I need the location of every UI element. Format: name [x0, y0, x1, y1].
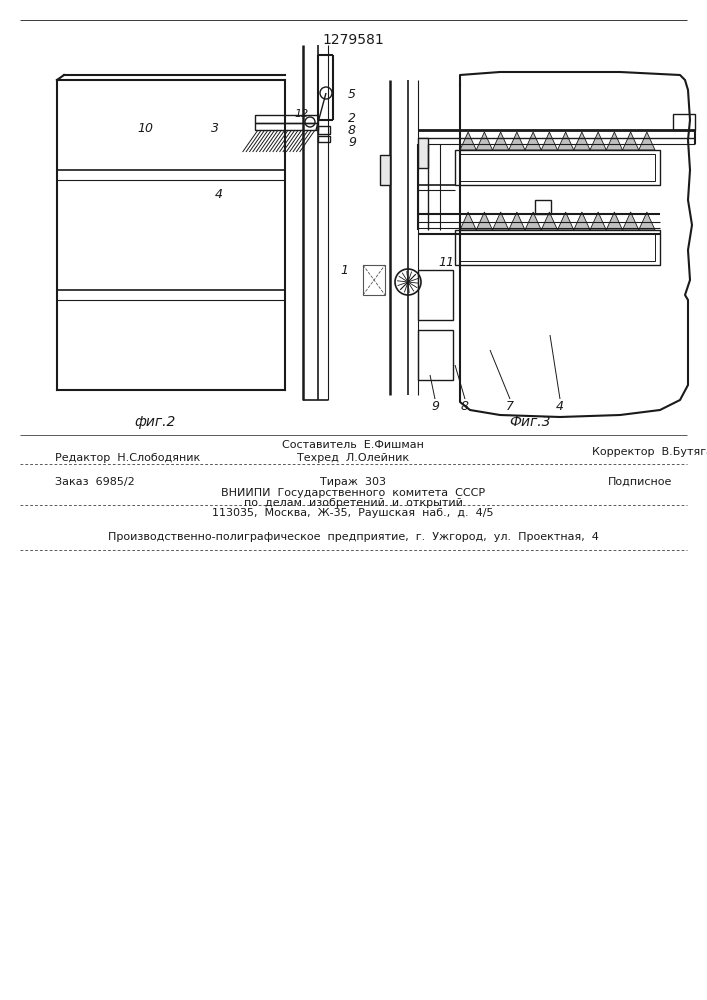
Polygon shape: [525, 212, 542, 230]
Bar: [255, 123, 318, 130]
Bar: [318, 126, 330, 134]
Text: 113035,  Москва,  Ж-35,  Раушская  наб.,  д.  4/5: 113035, Москва, Ж-35, Раушская наб., д. …: [212, 508, 493, 518]
Bar: [673, 114, 695, 130]
Polygon shape: [638, 212, 655, 230]
Text: Заказ  6985/2: Заказ 6985/2: [55, 477, 135, 487]
Polygon shape: [509, 212, 525, 230]
Polygon shape: [606, 212, 622, 230]
Polygon shape: [558, 212, 574, 230]
Polygon shape: [460, 132, 477, 150]
Text: 1: 1: [340, 263, 348, 276]
Text: Корректор  В.Бутяга: Корректор В.Бутяга: [592, 447, 707, 457]
Text: Техред  Л.Олейник: Техред Л.Олейник: [297, 453, 409, 463]
Text: 7: 7: [506, 400, 514, 414]
Polygon shape: [477, 212, 493, 230]
Bar: [535, 200, 551, 214]
Polygon shape: [460, 212, 477, 230]
Text: Составитель  Е.Фишман: Составитель Е.Фишман: [282, 440, 424, 450]
Polygon shape: [606, 132, 622, 150]
Bar: [460, 234, 655, 261]
Text: Производственно-полиграфическое  предприятие,  г.  Ужгород,  ул.  Проектная,  4: Производственно-полиграфическое предприя…: [107, 532, 598, 542]
Text: фиг.2: фиг.2: [134, 415, 175, 429]
Bar: [418, 138, 428, 168]
Text: Фиг.3: Фиг.3: [509, 415, 551, 429]
Circle shape: [305, 117, 315, 127]
Polygon shape: [542, 212, 558, 230]
Polygon shape: [477, 132, 493, 150]
Text: 2: 2: [348, 111, 356, 124]
Polygon shape: [574, 132, 590, 150]
Bar: [318, 136, 330, 142]
Text: 4: 4: [556, 400, 564, 414]
Polygon shape: [558, 132, 574, 150]
Text: 10: 10: [137, 121, 153, 134]
Text: Редактор  Н.Слободяник: Редактор Н.Слободяник: [55, 453, 200, 463]
Bar: [363, 265, 385, 295]
Polygon shape: [493, 132, 509, 150]
Polygon shape: [638, 132, 655, 150]
Polygon shape: [509, 132, 525, 150]
Text: 3: 3: [211, 121, 219, 134]
Text: 11: 11: [438, 255, 454, 268]
Bar: [460, 154, 655, 181]
Polygon shape: [574, 212, 590, 230]
Circle shape: [395, 269, 421, 295]
Polygon shape: [622, 132, 638, 150]
Polygon shape: [493, 212, 509, 230]
Text: 4: 4: [215, 188, 223, 202]
Text: 1279581: 1279581: [322, 33, 384, 47]
Bar: [255, 115, 318, 123]
Circle shape: [320, 87, 332, 99]
Polygon shape: [525, 132, 542, 150]
Text: по  делам  изобретений  и  открытий: по делам изобретений и открытий: [244, 498, 462, 508]
Text: 12: 12: [295, 109, 309, 119]
Text: 8: 8: [461, 400, 469, 414]
Bar: [380, 155, 390, 185]
Polygon shape: [590, 212, 606, 230]
Bar: [455, 230, 660, 265]
Text: 8: 8: [348, 123, 356, 136]
Text: 9: 9: [348, 135, 356, 148]
Text: ВНИИПИ  Государственного  комитета  СССР: ВНИИПИ Государственного комитета СССР: [221, 488, 485, 498]
Bar: [418, 330, 453, 380]
Bar: [455, 150, 660, 185]
Text: 9: 9: [431, 400, 439, 414]
Polygon shape: [590, 132, 606, 150]
Polygon shape: [622, 212, 638, 230]
Polygon shape: [542, 132, 558, 150]
Bar: [418, 270, 453, 320]
Text: 5: 5: [348, 88, 356, 101]
Text: Тираж  303: Тираж 303: [320, 477, 386, 487]
Text: Подписное: Подписное: [608, 477, 672, 487]
